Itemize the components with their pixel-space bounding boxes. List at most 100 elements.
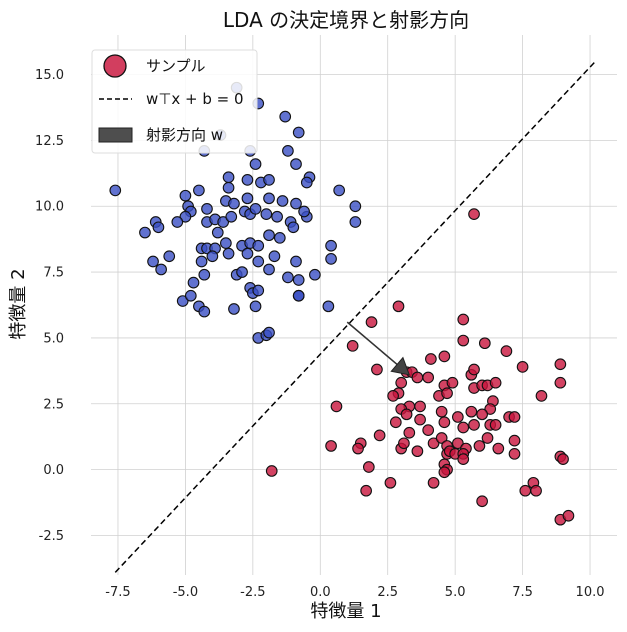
class-0-point [282,145,294,157]
class-0-point [222,171,235,184]
class-1-point [476,408,488,421]
class-1-point [325,440,337,452]
class-0-point [155,263,167,276]
class-1-point [500,345,513,357]
class-1-point [562,509,575,522]
decision-boundary-line [114,60,596,573]
class-0-point [325,239,337,252]
class-1-point [452,437,464,450]
x-tick-label: 10.0 [576,585,605,600]
class-0-point [241,192,254,205]
class-1-point [452,411,464,423]
class-1-point [508,434,521,447]
x-tick-label: 7.5 [512,585,533,600]
class-1-point [554,358,567,371]
projection-arrow-layer [346,321,411,376]
class-0-point [290,158,302,170]
legend-marker-samples [103,54,127,78]
class-0-point [228,303,240,315]
class-1-point [438,416,451,429]
class-1-point [468,208,480,220]
class-1-point [489,419,502,431]
class-0-point [236,266,248,278]
class-0-point [273,231,286,244]
class-1-point [365,316,378,328]
class-0-point [225,210,238,223]
class-0-point [176,295,189,307]
legend: サンプル w⊤x + b = 0 射影方向 w [91,49,258,154]
class-0-point [252,239,265,252]
class-1-point [360,484,372,497]
class-1-point [427,437,440,450]
class-0-point [187,276,200,289]
class-0-point [206,250,219,263]
y-tick-label: 0.0 [43,463,64,478]
class-1-point [476,495,488,508]
class-0-point [220,237,232,249]
class-0-point [249,158,262,170]
class-0-point [152,221,165,234]
x-tick-label: 5.0 [445,585,466,600]
class-0-point [147,255,159,268]
class-1-point [457,421,470,434]
class-1-point [422,424,435,436]
class-1-point [492,442,505,455]
class-0-point [322,300,335,313]
legend-label-direction: 射影方向 w [146,126,223,144]
class-1-point [435,405,448,418]
class-1-point [346,339,359,352]
class-1-point [330,400,343,413]
class-0-point [287,221,300,234]
class-0-point [349,216,362,228]
class-1-point [457,334,470,347]
class-0-point [179,189,192,202]
class-0-point [290,197,302,210]
class-0-point [228,197,240,210]
class-1-point [481,432,494,444]
class-0-point [184,289,197,302]
legend-marker-direction [98,127,133,143]
x-tick-label: -5.0 [173,585,198,600]
class-1-point [392,300,405,313]
class-1-point [441,387,453,400]
class-0-point [263,263,275,276]
class-1-point [265,465,278,477]
class-1-point [473,440,486,452]
x-tick-label: 2.5 [377,585,398,600]
class-0-point [290,255,302,268]
class-1-point [425,353,437,365]
class-1-point [352,442,364,455]
projection-arrow-shaft [346,321,398,366]
class-1-point [414,413,426,426]
class-0-point [276,195,289,207]
class-1-point [389,416,402,429]
class-0-point [279,110,292,123]
class-0-point [139,226,151,239]
chart-title: LDA の決定境界と射影方向 [223,8,469,32]
legend-box [91,49,258,154]
class-1-point [438,466,451,479]
class-1-point [411,445,424,458]
class-1-point [398,437,410,450]
class-1-point [384,476,397,489]
class-0-point [349,200,362,213]
y-tick-label: 7.5 [43,266,64,281]
class-0-point [211,226,224,239]
class-1-point [465,405,478,418]
class-1-point [468,363,480,376]
legend-label-boundary: w⊤x + b = 0 [146,90,244,108]
class-0-point [298,205,310,218]
class-0-point [201,203,213,215]
class-1-point [446,376,459,389]
class-1-point [427,476,440,489]
y-tick-label: 15.0 [35,68,64,83]
class-1-point [457,313,470,326]
class-0-point [263,174,275,186]
class-0-point [333,184,346,197]
class-0-point [325,253,337,265]
class-0-point [198,268,211,281]
x-tick-label: -7.5 [105,585,130,600]
class-1-point [435,432,448,444]
class-0-point [292,274,305,286]
class-0-point [309,268,321,281]
